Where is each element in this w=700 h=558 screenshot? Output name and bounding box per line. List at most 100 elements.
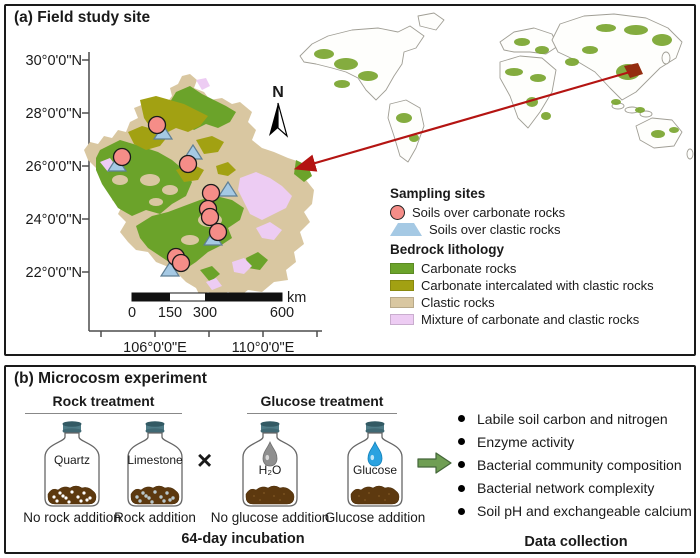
list-item: Soil pH and exchangeable calcium [458, 500, 692, 523]
legend-item-label: Mixture of carbonate and clastic rocks [421, 312, 640, 327]
panel-microcosm-experiment: (b) Microcosm experiment Rock treatment … [4, 365, 696, 554]
list-item-label: Bacterial network complexity [477, 480, 655, 497]
scale-tick-label: 0 [128, 305, 136, 321]
legend-item-label: Carbonate rocks [421, 261, 517, 276]
jar-icon [242, 421, 298, 507]
quartz-grains-icon [52, 490, 92, 504]
carbonate-site-marker [201, 183, 221, 203]
carbonate-site-marker [147, 115, 167, 135]
data-collection-list: Labile soil carbon and nitrogen Enzyme a… [458, 407, 692, 523]
bullet-icon [458, 438, 465, 446]
mixture-areas [100, 78, 292, 290]
list-item: Enzyme activity [458, 430, 692, 453]
soil-icon [350, 485, 400, 505]
legend-item-label: Soils over clastic rocks [429, 222, 561, 237]
latitude-axis: 30°0'0"N 28°0'0"N 26°0'0"N 24°0'0"N 22°0… [26, 53, 82, 281]
x-tick-label: 110°0'0"E [232, 340, 295, 354]
y-tick-label: 28°0'0"N [26, 106, 82, 122]
limestone-condition-label: Rock addition [114, 510, 196, 525]
legend-item-label: Soils over carbonate rocks [412, 205, 566, 220]
list-item: Labile soil carbon and nitrogen [458, 407, 692, 430]
world-karst-areas [314, 24, 679, 142]
mixture-swatch [390, 314, 414, 325]
panel-a-title: (a) Field study site [14, 9, 151, 26]
scale-tick-label: 300 [193, 305, 217, 321]
list-item-label: Labile soil carbon and nitrogen [477, 410, 668, 427]
jar-content-label: Quartz [53, 453, 90, 467]
glucose-droplet-icon [367, 440, 383, 467]
list-item: Bacterial network complexity [458, 477, 692, 500]
data-collection-title: Data collection [524, 534, 628, 550]
legend-item-clastic-sites: Soils over clastic rocks [390, 221, 690, 238]
legend-item-mixture: Mixture of carbonate and clastic rocks [390, 311, 690, 328]
legend-item-carbonate-rocks: Carbonate rocks [390, 260, 690, 277]
carbonate-rocks-swatch [390, 263, 414, 274]
legend-lithology-title: Bedrock lithology [390, 242, 505, 257]
map-legend: Sampling sites Soils over carbonate rock… [390, 182, 690, 328]
bullet-icon [458, 461, 465, 469]
carbonate-site-marker [200, 207, 220, 227]
cross-symbol: × [197, 445, 213, 475]
locator-arrow [293, 70, 631, 172]
clastic-rocks-swatch [390, 297, 414, 308]
soil-icon [130, 485, 180, 505]
glucose-condition-label: Glucose addition [324, 510, 426, 525]
longitude-axis: 106°0'0"E 110°0'0"E [123, 340, 294, 354]
north-arrow-icon: N [269, 84, 289, 138]
soil-icon [245, 485, 295, 505]
jar-icon [44, 421, 100, 507]
bullet-icon [458, 415, 465, 423]
list-item-label: Bacterial community composition [477, 456, 682, 473]
jar-quartz: Quartz [40, 420, 104, 510]
bullet-icon [458, 507, 465, 515]
scale-unit-label: km [287, 290, 306, 306]
legend-item-carbonate-clastic: Carbonate intercalated with clastic rock… [390, 277, 690, 294]
flow-arrow-icon [417, 452, 452, 474]
panel-b-title: (b) Microcosm experiment [14, 370, 207, 387]
jar-icon [347, 421, 403, 507]
carbonate-site-marker [208, 222, 228, 242]
field-study-map: 30°0'0"N 28°0'0"N 26°0'0"N 24°0'0"N 22°0… [26, 12, 694, 354]
region-map [84, 74, 314, 296]
clastic-site-icon [390, 223, 422, 236]
legend-item-clastic-rocks: Clastic rocks [390, 294, 690, 311]
jar-limestone: Limestone [123, 420, 187, 510]
y-tick-label: 30°0'0"N [26, 53, 82, 69]
clastic-site-marker [217, 180, 239, 197]
carbonate-site-icon [390, 205, 405, 220]
list-item-label: Enzyme activity [477, 433, 575, 450]
china-highlight [624, 63, 643, 78]
y-tick-label: 24°0'0"N [26, 212, 82, 228]
soil-icon [47, 485, 97, 505]
sampling-sites-layer [106, 115, 239, 277]
legend-item-carbonate-sites: Soils over carbonate rocks [390, 204, 690, 221]
carbonate-clastic-swatch [390, 280, 414, 291]
carbonate-site-marker [112, 147, 132, 167]
north-label: N [272, 84, 284, 101]
list-item: Bacterial community composition [458, 453, 692, 476]
soil-texture [358, 492, 390, 501]
soil-texture [253, 492, 285, 501]
panel-field-study-site: 30°0'0"N 28°0'0"N 26°0'0"N 24°0'0"N 22°0… [4, 4, 696, 356]
y-tick-label: 26°0'0"N [26, 159, 82, 175]
x-tick-label: 106°0'0"E [123, 340, 187, 354]
scale-bar: km 0 150 300 600 [128, 290, 306, 321]
incubation-label: 64-day incubation [181, 531, 305, 547]
scale-tick-label: 600 [270, 305, 294, 321]
jar-content-label: Limestone [127, 453, 183, 467]
carbonate-site-marker [178, 154, 198, 174]
y-tick-label: 22°0'0"N [26, 265, 82, 281]
carbonate-site-marker [171, 253, 191, 273]
legend-item-label: Carbonate intercalated with clastic rock… [421, 278, 654, 293]
jar-content-label: Glucose [352, 463, 398, 477]
legend-item-label: Clastic rocks [421, 295, 495, 310]
quartz-condition-label: No rock addition [23, 510, 121, 525]
water-droplet-icon [262, 440, 278, 467]
list-item-label: Soil pH and exchangeable calcium [477, 503, 692, 520]
scale-tick-label: 150 [158, 305, 182, 321]
jar-icon [127, 421, 183, 507]
map-axes [82, 52, 322, 337]
jar-water: H₂O [238, 420, 302, 510]
bullet-icon [458, 484, 465, 492]
